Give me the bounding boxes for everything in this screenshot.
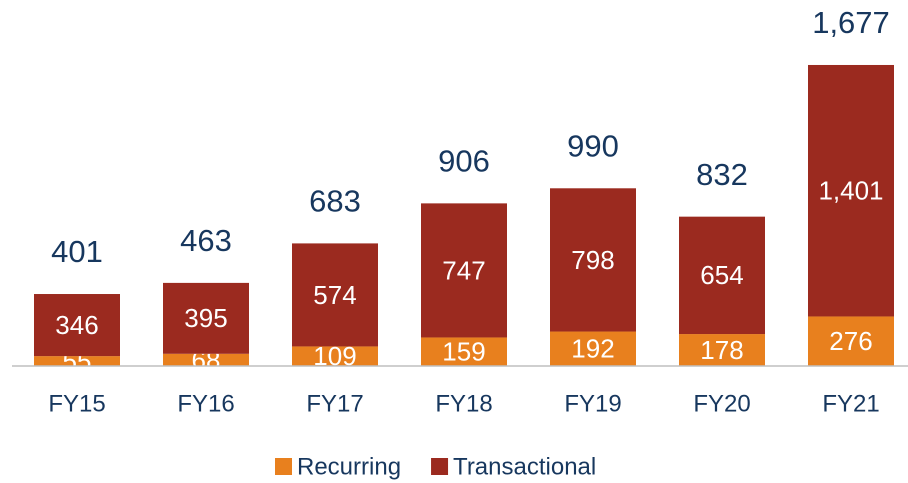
- x-tick-label: FY21: [822, 390, 879, 417]
- bar-segment: [163, 353, 249, 366]
- legend-label: Recurring: [297, 453, 401, 480]
- bar-segment: [421, 337, 507, 366]
- data-label: 192: [571, 334, 614, 364]
- data-label: 654: [700, 260, 743, 290]
- data-label: 395: [184, 303, 227, 333]
- data-label: 159: [442, 337, 485, 367]
- x-tick-label: FY19: [564, 390, 621, 417]
- data-label: 747: [442, 255, 485, 285]
- data-label: 276: [829, 326, 872, 356]
- data-label: 346: [55, 310, 98, 340]
- bar-segment: [679, 334, 765, 366]
- bar-segment: [679, 216, 765, 335]
- x-tick-label: FY16: [177, 390, 234, 417]
- bar-segment: [808, 316, 894, 366]
- bar-segment: [808, 64, 894, 317]
- bar-segment: [550, 188, 636, 332]
- bar-segment: [292, 346, 378, 366]
- x-tick-label: FY15: [48, 390, 105, 417]
- data-label: 798: [571, 245, 614, 275]
- data-label: 1,401: [818, 176, 883, 206]
- data-label: 178: [700, 335, 743, 365]
- total-label: 683: [309, 184, 361, 219]
- bar-segment: [292, 243, 378, 347]
- x-tick-label: FY20: [693, 390, 750, 417]
- bar-segment: [550, 331, 636, 366]
- bar-segment: [421, 203, 507, 338]
- total-label: 1,677: [812, 5, 890, 40]
- data-label: 574: [313, 280, 356, 310]
- total-label: 463: [180, 223, 232, 258]
- bar-segment: [163, 282, 249, 354]
- x-tick-label: FY17: [306, 390, 363, 417]
- legend-label: Transactional: [453, 453, 596, 480]
- legend-swatch: [275, 458, 292, 475]
- legend-swatch: [431, 458, 449, 475]
- total-label: 832: [696, 157, 748, 192]
- bar-segment: [34, 356, 120, 366]
- plot-area: 55346683951095741597471927981786542761,4…: [34, 64, 894, 367]
- x-tick-label: FY18: [435, 390, 492, 417]
- total-label: 990: [567, 128, 619, 163]
- total-label: 906: [438, 144, 490, 179]
- total-label: 401: [51, 234, 103, 269]
- bar-segment: [34, 294, 120, 357]
